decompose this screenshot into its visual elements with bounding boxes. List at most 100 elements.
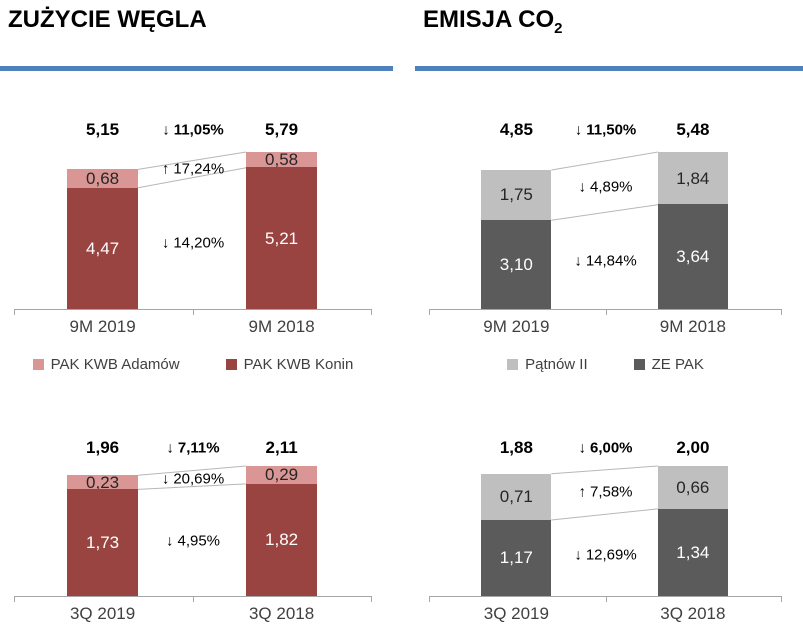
axis-tick [193, 596, 194, 602]
delta-total: ↓ 6,00% [578, 439, 632, 456]
axis-tick [371, 596, 372, 602]
segment-value-label: 1,82 [265, 530, 299, 550]
bar-segment-top: 0,58 [246, 150, 318, 170]
report-page: ZUŻYCIE WĘGLA 5,15 5,79 ↓ 11,05% 0,68 4,47 0,5… [0, 4, 803, 629]
legend-swatch [32, 358, 44, 370]
stacked-bar: 0,23 1,73 [67, 472, 139, 596]
delta-bottom-segment: ↓ 12,69% [574, 546, 636, 563]
legend-label: Pątnów II [525, 355, 588, 373]
bar-segment-top: 1,75 [481, 169, 552, 220]
bar-segment-top: 1,84 [657, 151, 728, 205]
chart-coal-9m: 5,15 5,79 ↓ 11,05% 0,68 4,47 0,58 5,21 ↑ 17,24% ↓ 1… [0, 119, 393, 373]
section-divider [0, 65, 393, 71]
delta-value: 11,05% [173, 121, 224, 139]
axis-tick [605, 596, 607, 602]
axis-tick [605, 309, 607, 315]
segment-value-label: 3,10 [499, 254, 533, 274]
series-connector-lines [551, 151, 659, 221]
delta-value: 7,11% [177, 439, 220, 457]
category-label: 9M 2019 [483, 316, 550, 336]
category-row: 3Q 2019 3Q 2018 [429, 603, 782, 625]
delta-top-segment: ↑ 7,58% [578, 483, 632, 500]
category-row: 9M 2019 9M 2018 [429, 316, 782, 338]
delta-total: ↓ 11,05% [162, 121, 224, 138]
stacked-bar: 1,84 3,64 [657, 151, 728, 309]
segment-value-label: 5,21 [265, 228, 299, 248]
series-connector-lines [137, 151, 247, 189]
segment-value-label: 1,73 [86, 532, 120, 552]
bar-segment-bottom: 5,21 [246, 167, 318, 309]
delta-total: ↓ 7,11% [166, 439, 219, 456]
legend-swatch [507, 358, 519, 370]
legend: PAK KWB Adamów PAK KWB Konin [14, 356, 372, 373]
delta-value: 4,89% [589, 178, 633, 196]
down-arrow-icon: ↓ [578, 439, 586, 457]
category-label: 3Q 2019 [483, 603, 549, 623]
section-coal-consumption: ZUŻYCIE WĘGLA 5,15 5,79 ↓ 11,05% 0,68 4,47 0,5… [0, 4, 393, 629]
stacked-bar: 0,29 1,82 [246, 465, 318, 596]
bar-segment-top: 0,68 [67, 168, 139, 188]
segment-value-label: 0,58 [265, 150, 299, 170]
section-title-text: EMISJA CO [423, 6, 555, 33]
category-row: 9M 2019 9M 2018 [14, 316, 372, 338]
down-arrow-icon: ↓ [574, 121, 583, 139]
down-arrow-icon: ↓ [161, 234, 170, 252]
total-value-label: 4,85 [499, 119, 533, 139]
legend-item: ZE PAK [633, 355, 704, 373]
legend-swatch [633, 358, 645, 370]
axis-tick [14, 309, 15, 315]
delta-value: 6,00% [589, 439, 633, 457]
down-arrow-icon: ↓ [165, 532, 174, 550]
segment-value-label: 0,71 [499, 487, 533, 507]
delta-bottom-segment: ↓ 14,84% [574, 252, 636, 269]
plot-area: 1,75 3,10 1,84 3,64 ↓ 4,89% ↓ 14,84% [429, 151, 782, 309]
bar-segment-bottom: 1,82 [246, 483, 318, 596]
chart-co2-3q: 1,88 2,00 ↓ 6,00% 0,71 1,17 0,66 1,34 ↑ 7,58% ↓ 12,… [415, 437, 803, 629]
totals-row: 4,85 5,48 ↓ 11,50% [429, 119, 782, 141]
total-value-label: 1,88 [499, 437, 533, 457]
up-arrow-icon: ↑ [578, 483, 586, 501]
category-label: 9M 2018 [248, 316, 315, 336]
down-arrow-icon: ↓ [574, 546, 582, 564]
bar-segment-bottom: 3,10 [481, 219, 552, 309]
legend-label: ZE PAK [651, 355, 704, 373]
delta-value: 7,58% [589, 483, 633, 501]
segment-value-label: 1,17 [499, 548, 533, 568]
segment-value-label: 0,68 [86, 168, 120, 188]
section-co2-emission: EMISJA CO2 4,85 5,48 ↓ 11,50% 1,75 3,10 1,84 3,… [415, 4, 803, 629]
legend-label: PAK KWB Konin [243, 355, 354, 373]
delta-top-segment: ↓ 4,89% [578, 178, 632, 195]
down-arrow-icon: ↓ [574, 252, 582, 270]
bar-segment-top: 0,29 [246, 465, 318, 485]
section-title-coal: ZUŻYCIE WĘGLA [0, 4, 393, 45]
segment-value-label: 1,84 [676, 168, 710, 188]
stacked-bar: 0,58 5,21 [246, 150, 318, 309]
total-value-label: 2,00 [676, 437, 710, 457]
bar-segment-bottom: 1,34 [657, 508, 728, 596]
total-value-label: 2,11 [265, 437, 298, 457]
legend-label: PAK KWB Adamów [50, 355, 180, 373]
delta-top-segment: ↑ 17,24% [162, 160, 224, 177]
down-arrow-icon: ↓ [578, 178, 586, 196]
segment-value-label: 1,34 [676, 542, 710, 562]
delta-value: 17,24% [173, 160, 225, 178]
totals-row: 5,15 5,79 ↓ 11,05% [14, 119, 372, 141]
stacked-bar: 1,75 3,10 [481, 169, 552, 309]
down-arrow-icon: ↓ [166, 439, 174, 457]
axis-tick [429, 309, 430, 315]
delta-value: 12,69% [585, 546, 637, 564]
category-label: 3Q 2018 [248, 603, 315, 623]
legend-item: PAK KWB Konin [225, 355, 354, 373]
delta-value: 14,20% [173, 234, 225, 252]
delta-bottom-segment: ↓ 14,20% [162, 234, 224, 251]
axis-tick [781, 596, 782, 602]
section-title-subscript: 2 [554, 19, 563, 37]
category-label: 3Q 2019 [69, 603, 136, 623]
segment-value-label: 0,29 [265, 465, 299, 485]
x-axis [429, 595, 782, 602]
plot-area: 0,71 1,17 0,66 1,34 ↑ 7,58% ↓ 12,69% [429, 465, 782, 596]
section-divider [415, 65, 803, 71]
segment-value-label: 1,75 [499, 185, 533, 205]
legend-item: PAK KWB Adamów [32, 355, 180, 373]
segment-value-label: 0,23 [86, 472, 120, 492]
